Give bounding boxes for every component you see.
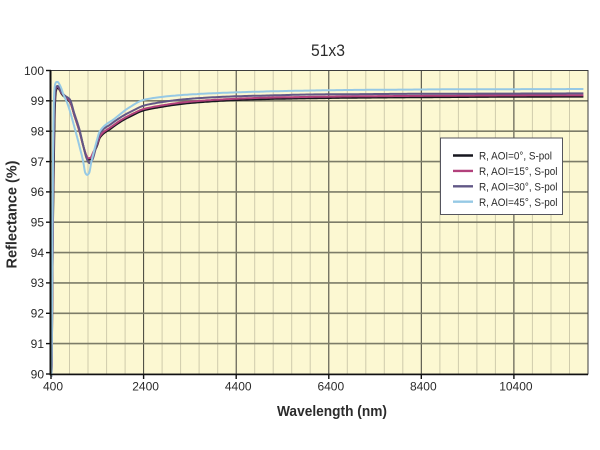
svg-text:R, AOI=45°, S-pol: R, AOI=45°, S-pol: [479, 197, 558, 209]
svg-text:R, AOI=15°, S-pol: R, AOI=15°, S-pol: [479, 166, 558, 178]
svg-text:94: 94: [31, 246, 45, 260]
svg-text:R, AOI=30°, S-pol: R, AOI=30°, S-pol: [479, 181, 558, 193]
svg-text:R, AOI=0°, S-pol: R, AOI=0°, S-pol: [479, 151, 552, 163]
svg-text:6400: 6400: [317, 380, 344, 394]
svg-text:90: 90: [31, 367, 45, 381]
svg-text:2400: 2400: [132, 380, 159, 394]
svg-text:100: 100: [24, 64, 44, 78]
svg-text:51x3: 51x3: [311, 41, 345, 60]
svg-text:Reflectance (%): Reflectance (%): [5, 160, 21, 268]
svg-text:97: 97: [31, 155, 45, 169]
svg-text:Wavelength (nm): Wavelength (nm): [277, 404, 387, 420]
svg-text:99: 99: [31, 94, 45, 108]
svg-text:91: 91: [31, 337, 45, 351]
svg-text:96: 96: [31, 185, 45, 199]
svg-text:400: 400: [43, 380, 63, 394]
svg-text:10400: 10400: [499, 380, 533, 394]
svg-text:8400: 8400: [410, 380, 437, 394]
svg-text:4400: 4400: [225, 380, 252, 394]
svg-text:98: 98: [31, 125, 45, 139]
svg-text:95: 95: [31, 216, 45, 230]
svg-text:93: 93: [31, 276, 45, 290]
svg-text:92: 92: [31, 307, 45, 321]
